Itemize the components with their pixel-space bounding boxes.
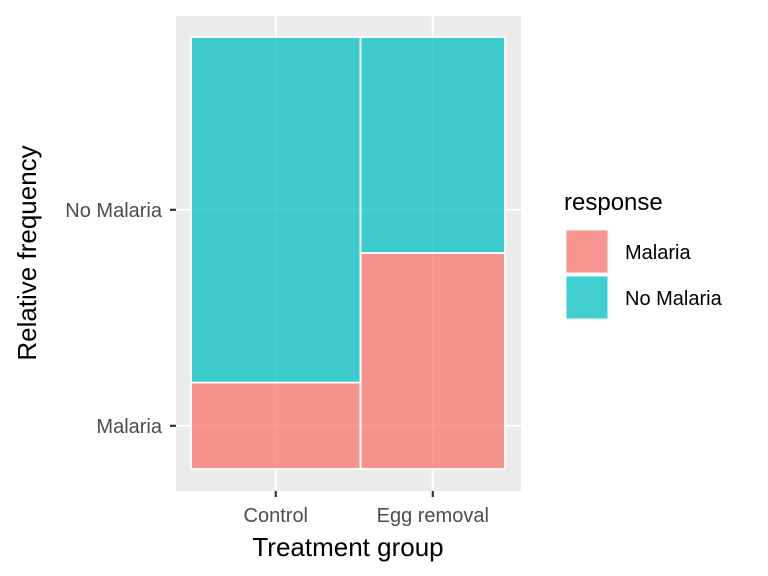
- legend-label: No Malaria: [625, 288, 723, 310]
- legend-title: response: [564, 189, 663, 216]
- legend: response Malaria No Malaria: [564, 189, 723, 320]
- axes: Control Egg removal Malaria No Malaria: [65, 200, 489, 527]
- x-tick-label: Control: [244, 505, 308, 527]
- tile-malaria-control: [190, 381, 362, 470]
- x-axis-title: Treatment group: [252, 532, 443, 562]
- y-tick-label: No Malaria: [65, 200, 163, 222]
- legend-swatch: [565, 275, 609, 320]
- y-tick-label: Malaria: [96, 416, 162, 438]
- legend-swatch: [565, 229, 609, 274]
- tile-malaria-egg-removal: [359, 252, 506, 470]
- tile-no-malaria-egg-removal: [359, 36, 506, 254]
- x-tick-label: Egg removal: [377, 505, 489, 527]
- y-axis-title: Relative frequency: [12, 145, 42, 360]
- tile-no-malaria-control: [190, 36, 362, 384]
- legend-label: Malaria: [625, 242, 691, 264]
- mosaic-tiles: [190, 36, 506, 470]
